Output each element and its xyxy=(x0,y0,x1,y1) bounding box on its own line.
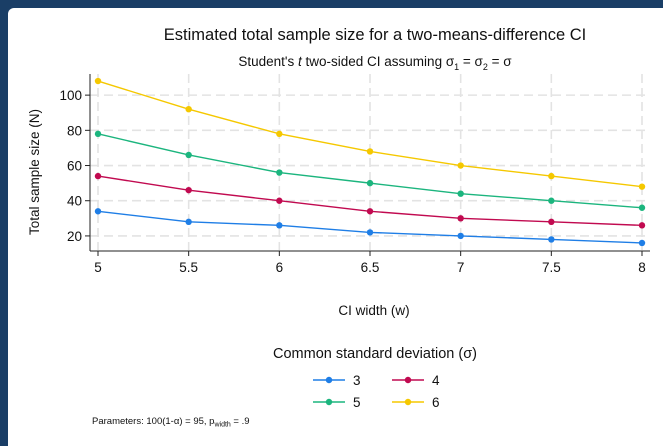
subtitle-prefix: Student's xyxy=(238,54,298,69)
x-axis-label: CI width (w) xyxy=(338,303,409,318)
data-point xyxy=(366,179,374,187)
legend-item-6: 6 xyxy=(392,395,440,410)
legend-swatch-point xyxy=(404,398,412,406)
subtitle-sub1: 1 xyxy=(454,62,459,72)
legend-swatch-point xyxy=(404,376,412,384)
x-tick-label: 8 xyxy=(638,260,646,275)
x-tick-label: 7.5 xyxy=(542,260,561,275)
subtitle-suffix: = σ xyxy=(488,54,512,69)
note-sub: width xyxy=(213,422,230,429)
data-point xyxy=(638,222,646,229)
y-axis-label: Total sample size (N) xyxy=(27,109,42,235)
data-point xyxy=(638,204,646,211)
legend-item-3: 3 xyxy=(313,373,361,388)
subtitle-t: t xyxy=(298,54,303,69)
x-tick-label: 5 xyxy=(94,260,102,275)
data-point xyxy=(548,172,555,180)
data-point xyxy=(276,197,283,204)
chart-title: Estimated total sample size for a two-me… xyxy=(164,26,586,44)
series-3 xyxy=(94,208,646,247)
parameters-note: Parameters: 100(1-α) = 95, pwidth = .9 xyxy=(92,416,250,429)
data-point xyxy=(638,239,646,247)
subtitle-mid: two-sided CI assuming σ xyxy=(302,54,455,69)
data-point xyxy=(366,229,374,236)
data-point xyxy=(366,208,374,215)
legend: 3 4 5 6 xyxy=(313,373,440,410)
x-tick-label: 7 xyxy=(457,260,465,275)
legend-label: 6 xyxy=(432,395,440,410)
data-point xyxy=(548,218,555,226)
series-5 xyxy=(94,130,646,211)
plot-ticks: 20 40 60 80 100 5 5.5 6 6.5 7 7.5 8 xyxy=(59,88,645,275)
data-point xyxy=(276,222,283,229)
chart-subtitle: Student's t two-sided CI assuming σ1 = σ… xyxy=(238,54,512,72)
chart-panel: Estimated total sample size for a two-me… xyxy=(8,8,663,446)
y-tick-label: 40 xyxy=(67,194,82,209)
legend-label: 3 xyxy=(353,373,361,388)
data-point xyxy=(548,197,555,204)
subtitle-sub2: 2 xyxy=(483,62,488,72)
data-point xyxy=(185,218,192,226)
data-point xyxy=(185,186,192,194)
line-chart: Estimated total sample size for a two-me… xyxy=(27,26,650,429)
y-tick-label: 60 xyxy=(67,159,82,174)
legend-swatch-point xyxy=(325,376,333,384)
series-6 xyxy=(94,77,646,190)
note-suffix: = .9 xyxy=(231,416,250,427)
data-point xyxy=(94,130,102,138)
data-point xyxy=(366,148,374,155)
data-point xyxy=(638,183,646,190)
data-point xyxy=(457,215,464,222)
data-point xyxy=(548,236,555,243)
subtitle-eq: = σ xyxy=(459,54,483,69)
legend-label: 4 xyxy=(432,373,440,388)
legend-swatch-point xyxy=(325,398,333,406)
plot-series xyxy=(94,77,646,247)
series-4 xyxy=(94,172,646,229)
data-point xyxy=(185,106,192,113)
data-point xyxy=(457,162,464,169)
data-point xyxy=(276,169,283,176)
data-point xyxy=(185,151,192,159)
legend-label: 5 xyxy=(353,395,361,410)
x-tick-label: 6 xyxy=(276,260,284,275)
y-tick-label: 20 xyxy=(67,229,82,244)
data-point xyxy=(457,232,464,240)
plot-grid xyxy=(90,74,650,250)
data-point xyxy=(276,130,283,138)
legend-title: Common standard deviation (σ) xyxy=(273,346,477,362)
note-prefix: Parameters: 100(1-α) = 95, p xyxy=(92,416,214,427)
legend-item-4: 4 xyxy=(392,373,440,388)
data-point xyxy=(94,208,102,215)
data-point xyxy=(94,172,102,180)
legend-item-5: 5 xyxy=(313,395,361,410)
y-tick-label: 80 xyxy=(67,123,82,138)
x-tick-label: 6.5 xyxy=(361,260,380,275)
x-tick-label: 5.5 xyxy=(179,260,198,275)
y-tick-label: 100 xyxy=(59,88,82,103)
data-point xyxy=(457,190,464,197)
data-point xyxy=(94,77,102,85)
